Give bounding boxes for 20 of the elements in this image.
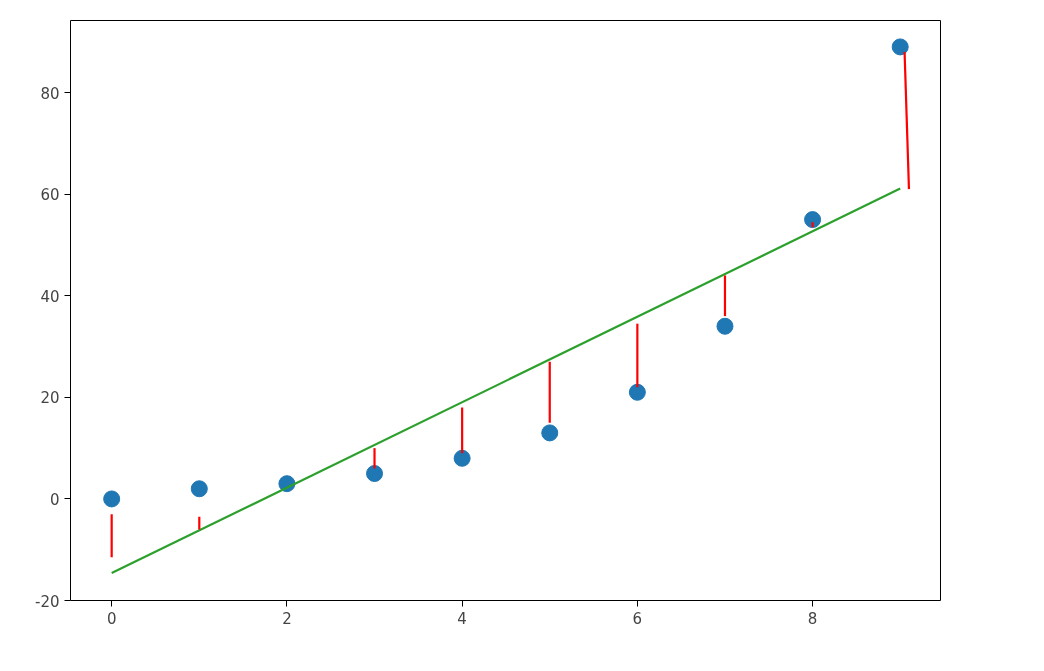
- y-tick-label: 40: [40, 287, 60, 306]
- point: [891, 38, 909, 56]
- point: [541, 424, 559, 442]
- x-tick-label: 8: [807, 609, 818, 628]
- x-tick-label: 4: [457, 609, 467, 628]
- point: [716, 317, 734, 335]
- x-tick-label: 6: [632, 609, 643, 628]
- point: [190, 480, 208, 498]
- point: [366, 465, 384, 483]
- y-tick-label: 0: [49, 490, 60, 509]
- y-tick-label: -20: [35, 592, 60, 611]
- x-tick-label: 2: [282, 609, 292, 628]
- point: [453, 449, 471, 467]
- x-tick-label: 0: [106, 609, 117, 628]
- y-tick-label: 20: [40, 389, 60, 408]
- y-tick-label: 60: [40, 186, 60, 205]
- y-tick-label: 80: [40, 84, 60, 103]
- point: [103, 490, 121, 508]
- point: [804, 211, 822, 229]
- point: [628, 383, 646, 401]
